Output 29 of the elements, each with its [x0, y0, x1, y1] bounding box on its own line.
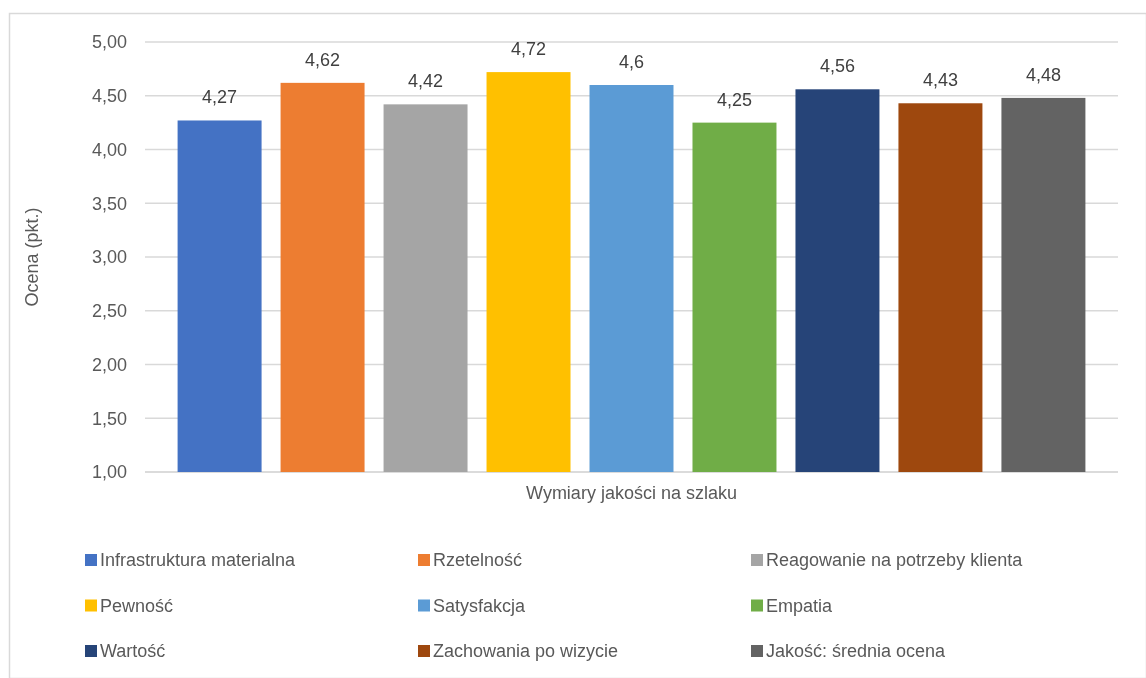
data-label: 4,72: [511, 39, 547, 60]
data-label: 4,6: [618, 52, 645, 72]
legend-label: Rzetelność: [433, 550, 523, 571]
y-tick-label: 3,00: [91, 247, 127, 268]
data-label: 4,48: [1025, 64, 1061, 85]
legend-label: Infrastruktura materialna: [100, 550, 297, 571]
data-label: 4,43: [922, 70, 958, 91]
legend-label: Empatia: [766, 595, 834, 616]
y-tick-label: 2,00: [91, 354, 127, 375]
legend-label: Wartość: [100, 641, 166, 662]
data-label: 4,56: [819, 56, 855, 77]
x-tick-label: Wymiary jakości na szlaku: [526, 483, 737, 503]
legend-label: Pewność: [100, 595, 174, 616]
data-label: 4,42: [408, 71, 444, 92]
y-axis-title: Ocena (pkt.): [22, 207, 42, 307]
legend-label: Jakość: średnia ocena: [766, 641, 947, 662]
y-tick-label: 1,00: [91, 462, 127, 483]
data-label: 4,25: [716, 89, 752, 110]
legend-label: Satysfakcja: [433, 595, 527, 616]
data-label: 4,62: [305, 49, 341, 70]
y-tick-label: 2,50: [91, 301, 127, 322]
y-tick-label: 4,50: [91, 86, 127, 107]
data-label: 4,27: [202, 87, 238, 108]
y-tick-label: 4,00: [91, 139, 127, 160]
legend-label: Reagowanie na potrzeby klienta: [766, 550, 1024, 571]
y-tick-label: 3,50: [91, 193, 127, 214]
y-tick-label: 1,50: [91, 408, 127, 429]
y-tick-label: 5,00: [91, 32, 127, 53]
legend-label: Zachowania po wizycie: [433, 641, 619, 662]
